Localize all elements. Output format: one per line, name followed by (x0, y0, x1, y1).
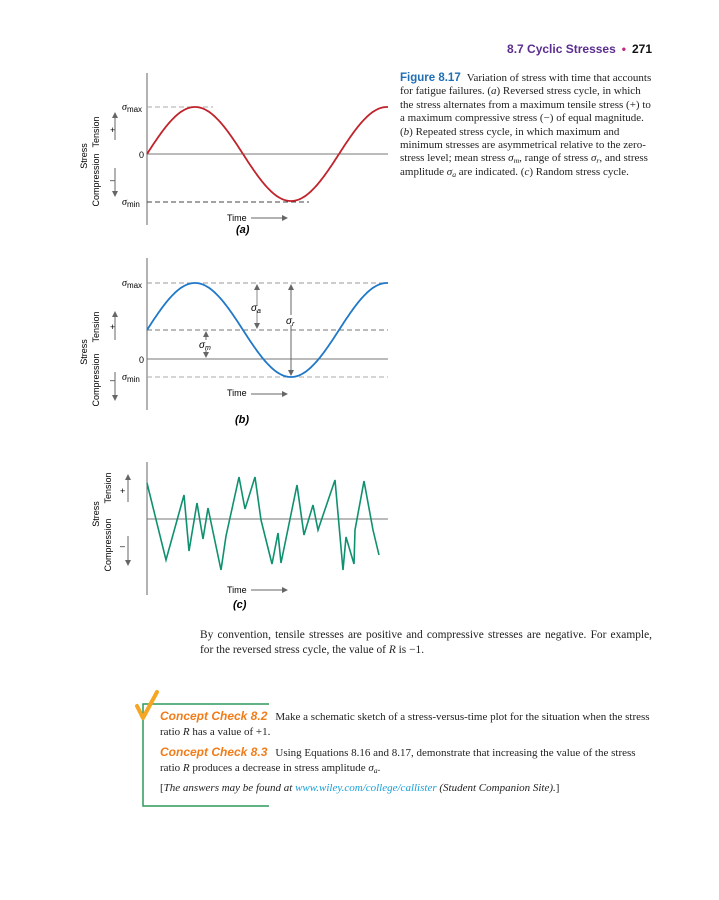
figure-label: Figure 8.17 (400, 72, 461, 84)
concept-check-label: Concept Check 8.2 (160, 709, 268, 723)
answers-text: (Student Companion Site). (439, 782, 556, 794)
minus-sign: – (110, 375, 115, 385)
panel-c: + – Tension Compression Stress Time (c) (91, 462, 388, 611)
checkmark-icon (135, 690, 159, 720)
minus-sign: – (120, 541, 125, 551)
concept-checks: Concept Check 8.2 Make a schematic sketch… (160, 709, 652, 802)
concept-text: produces a decrease in stress amplitude (189, 761, 369, 774)
bullet-separator: • (621, 42, 626, 56)
bracket: [ (160, 782, 164, 794)
caption-symbol: σ (446, 165, 453, 178)
caption-text: b (403, 125, 410, 138)
concept-text: has a value of +1. (189, 725, 271, 738)
compression-label: Compression (91, 353, 101, 406)
companion-site-link[interactable]: www.wiley.com/college/callister (295, 782, 437, 794)
sigma-max-label: σmax (122, 102, 142, 114)
sigma-m-label: σm (199, 340, 211, 352)
sigma-min-label: σmin (122, 372, 140, 384)
bracket: ] (555, 782, 560, 794)
stress-label: Stress (91, 501, 101, 527)
sigma-max-label: σmax (122, 278, 142, 290)
repeated-stress-curve (146, 282, 388, 378)
tension-label: Tension (91, 311, 101, 342)
compression-label: Compression (103, 518, 113, 571)
zero-label: 0 (139, 150, 144, 160)
page-number: 271 (631, 42, 652, 56)
caption-text: a (491, 85, 497, 98)
concept-check-frame (135, 690, 269, 807)
panel-b: σa σr σm σmax 0 σmin + – Tension Compres… (79, 258, 388, 426)
concept-check-label: Concept Check 8.3 (160, 745, 268, 759)
sigma-r-label: σr (286, 316, 295, 328)
stress-label: Stress (79, 143, 89, 169)
time-label: Time (227, 585, 247, 595)
running-header: 8.7 Cyclic Stresses • 271 (440, 42, 652, 56)
caption-symbol: m (513, 156, 520, 166)
tension-label: Tension (91, 116, 101, 147)
caption-text: ) Reversed stress cycle, in which the st… (400, 85, 651, 138)
time-label: Time (227, 388, 247, 398)
sigma-min-label: σmin (122, 197, 140, 209)
body-symbol: R (388, 644, 396, 656)
box-border (142, 703, 269, 807)
body-text: By convention, tensile stresses are posi… (200, 629, 652, 656)
caption-text: are indicated. ( (456, 165, 525, 178)
time-label: Time (227, 213, 247, 223)
zero-label: 0 (139, 355, 144, 365)
panel-a-label: (a) (236, 224, 250, 236)
stress-figures: σmax 0 σmin + – Tension Compression Stre… (79, 73, 388, 611)
plus-sign: + (110, 125, 115, 135)
answers-text: The answers may be found at (163, 782, 293, 794)
answers-note: [The answers may be found at www.wiley.c… (160, 781, 652, 796)
concept-check-8-3: Concept Check 8.3 Using Equations 8.16 an… (160, 745, 652, 775)
caption-text: , range of stress (519, 152, 591, 165)
caption-symbol: σ (590, 152, 597, 165)
caption-symbol: a (452, 169, 457, 179)
caption-text: , and stress amplitude (400, 152, 648, 178)
section-title: 8.7 Cyclic Stresses (507, 42, 616, 56)
caption-text: ) Random stress cycle. (529, 165, 629, 178)
random-stress-curve (146, 476, 380, 571)
figure-caption: Figure 8.17 Variation of stress with time… (400, 72, 652, 179)
body-paragraph: By convention, tensile stresses are posi… (200, 628, 652, 658)
concept-symbol: R (182, 761, 190, 774)
body-text: is −1. (395, 644, 425, 656)
caption-text: ) Repeated stress cycle, in which maximu… (400, 125, 646, 165)
concept-text: Make a schematic sketch of a stress-vers… (160, 711, 650, 738)
reversed-stress-curve (146, 106, 388, 202)
concept-text: . (377, 761, 381, 774)
caption-symbol: σ (508, 152, 514, 165)
concept-symbol: a (373, 765, 378, 775)
plus-sign: + (110, 322, 115, 332)
caption-text: Variation of stress with time that accou… (400, 72, 652, 98)
concept-symbol: R (182, 725, 190, 738)
compression-label: Compression (91, 153, 101, 206)
panel-b-label: (b) (235, 414, 249, 426)
sigma-a-label: σa (251, 303, 261, 315)
concept-check-8-2: Concept Check 8.2 Make a schematic sketch… (160, 709, 652, 739)
panel-a: σmax 0 σmin + – Tension Compression Stre… (79, 73, 388, 236)
panel-c-label: (c) (233, 599, 247, 611)
minus-sign: – (110, 175, 115, 185)
caption-text: c (524, 165, 530, 178)
plus-sign: + (120, 486, 125, 496)
tension-label: Tension (103, 472, 113, 503)
concept-symbol: σ (368, 761, 374, 774)
caption-symbol: r (596, 156, 600, 166)
stress-label: Stress (79, 339, 89, 365)
concept-text: Using Equations 8.16 and 8.17, demonstra… (160, 747, 636, 774)
